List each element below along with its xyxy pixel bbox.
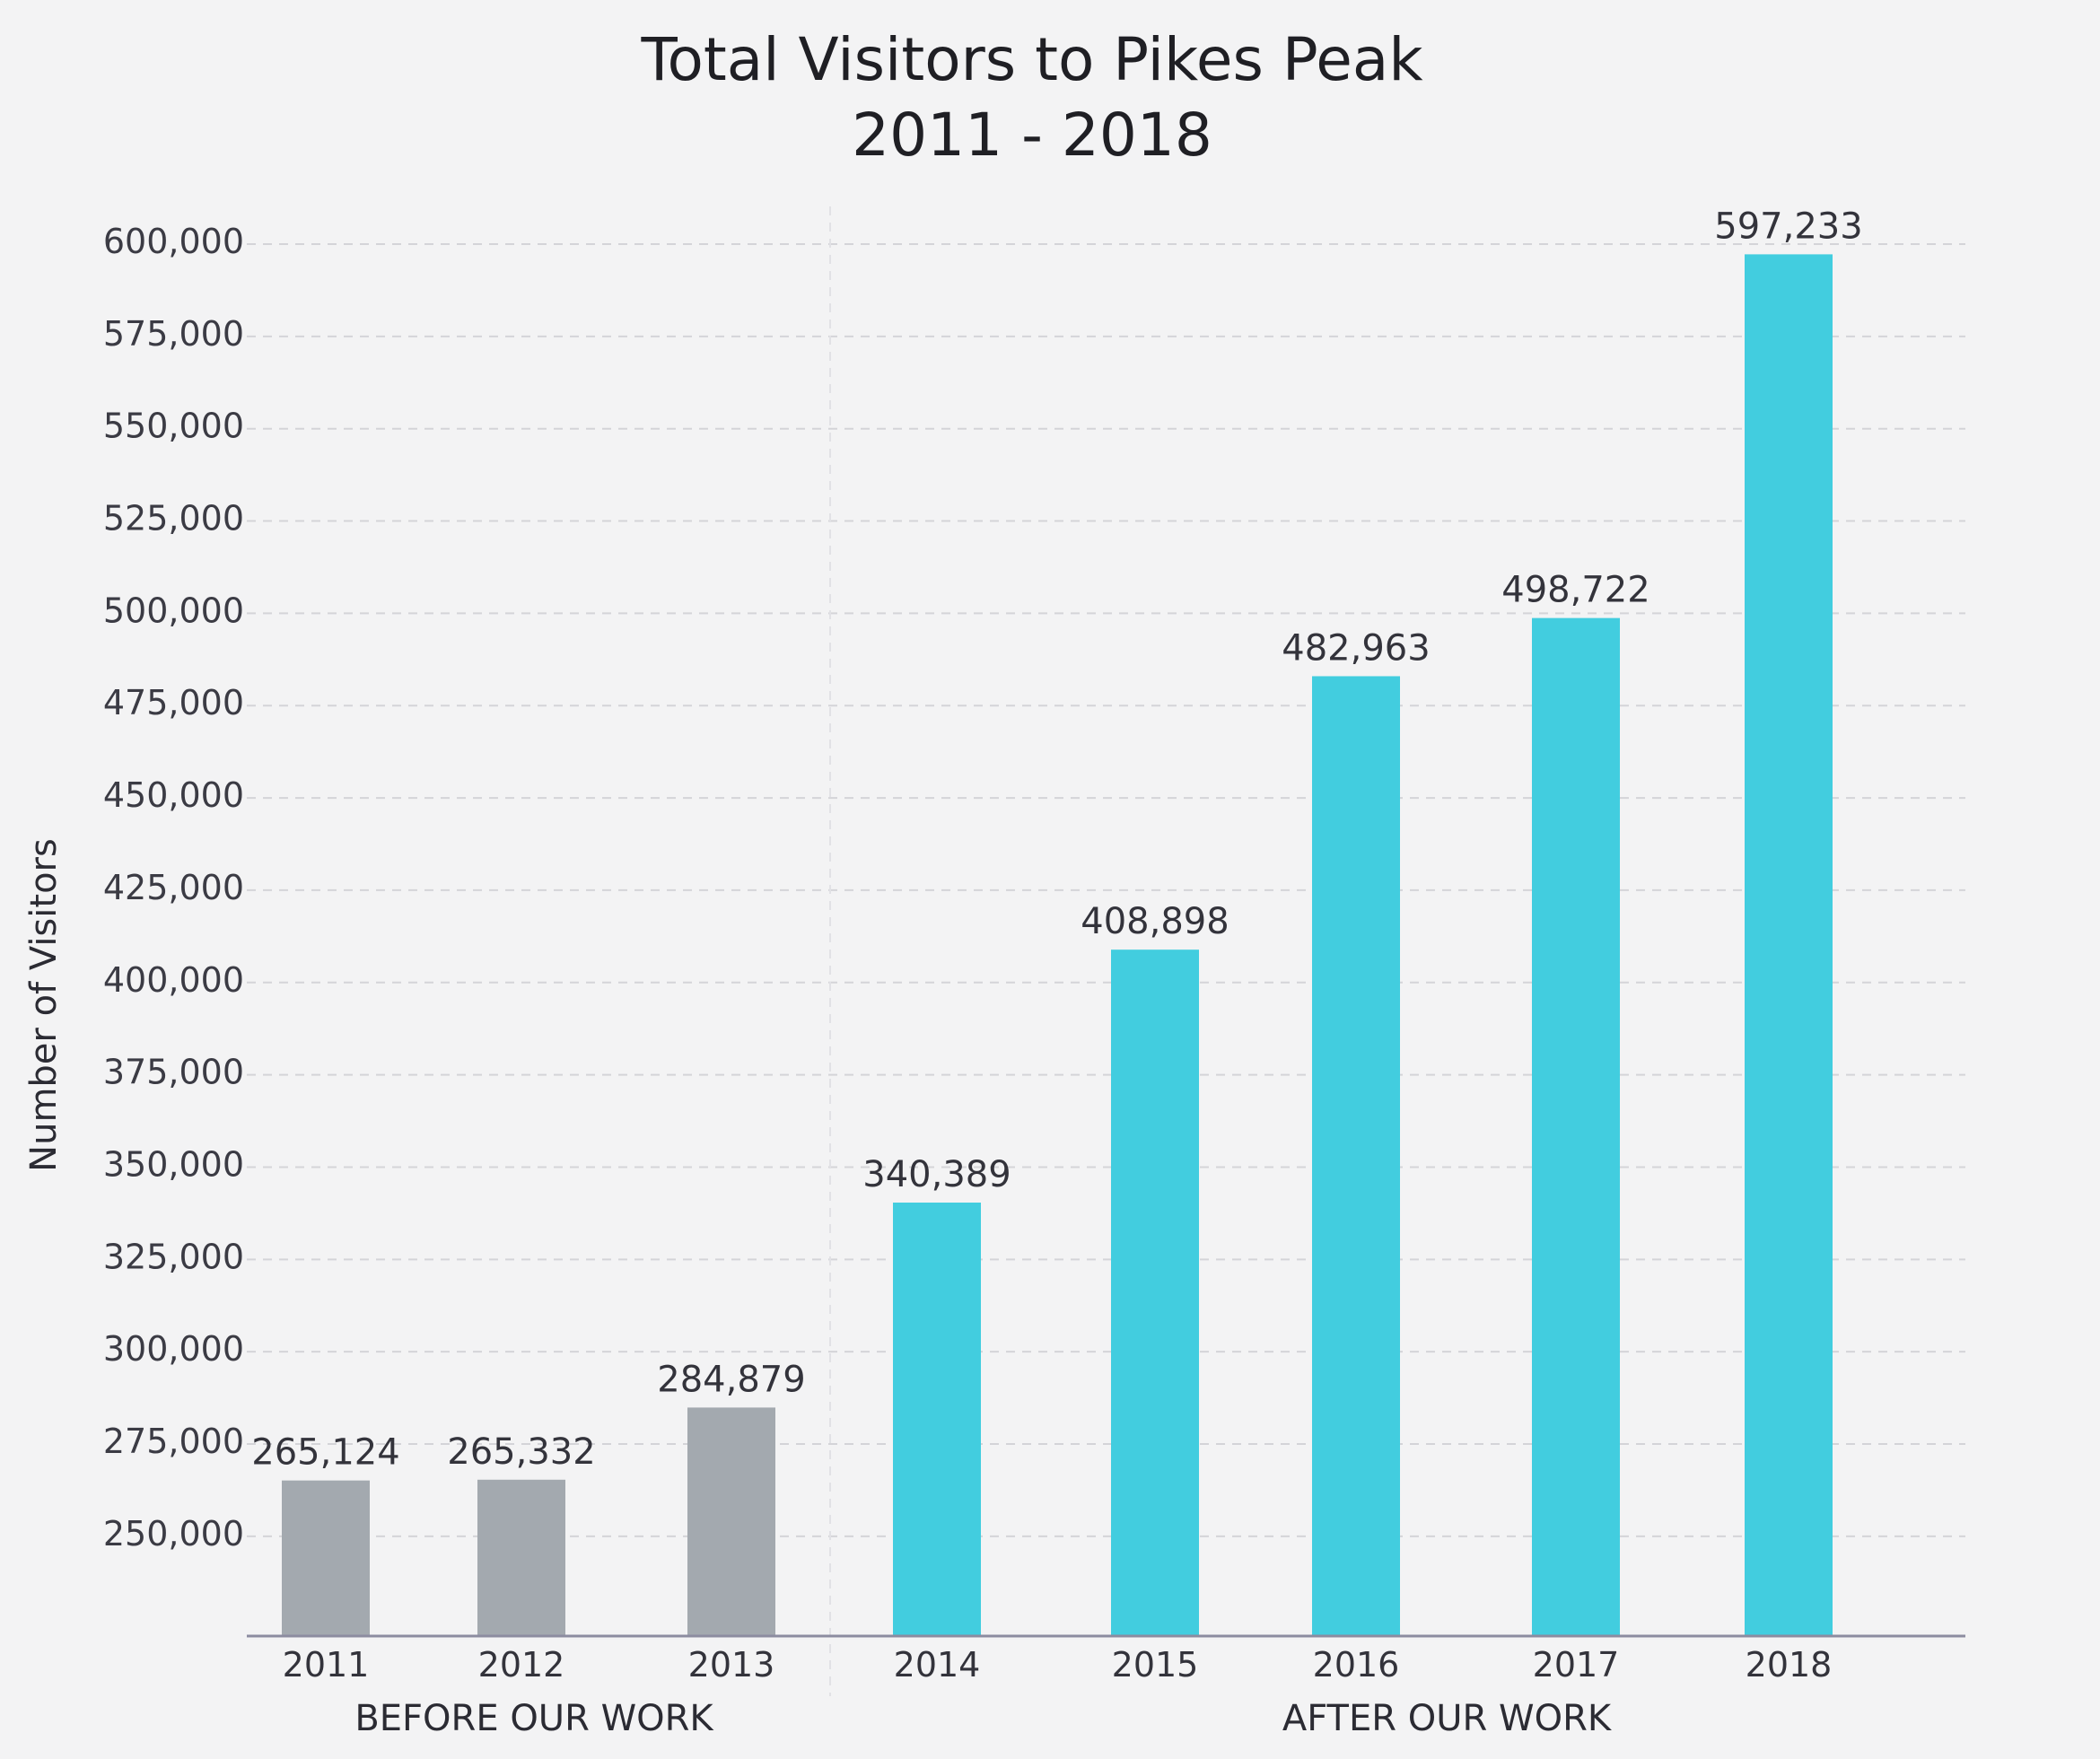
- y-tick-label: 250,000: [103, 1514, 244, 1553]
- bar: [1312, 676, 1400, 1636]
- chart-subtitle: 2011 - 2018: [852, 101, 1212, 170]
- bar: [477, 1479, 565, 1636]
- bar: [893, 1203, 981, 1636]
- x-tick-label: 2015: [1112, 1645, 1199, 1685]
- y-tick-label: 575,000: [103, 314, 244, 354]
- data-label: 597,233: [1714, 206, 1862, 247]
- data-label: 482,963: [1282, 627, 1430, 669]
- bar: [1111, 950, 1199, 1636]
- y-tick-label: 400,000: [103, 960, 244, 1000]
- data-label: 284,879: [657, 1359, 805, 1400]
- data-label: 265,124: [251, 1432, 399, 1474]
- y-tick-label: 425,000: [103, 868, 244, 907]
- y-tick-label: 450,000: [103, 775, 244, 815]
- chart-title: Total Visitors to Pikes Peak: [641, 25, 1423, 94]
- y-tick-label: 500,000: [103, 591, 244, 630]
- y-tick-label: 475,000: [103, 683, 244, 722]
- y-tick-label: 600,000: [103, 222, 244, 261]
- y-tick-label: 325,000: [103, 1237, 244, 1276]
- data-label: 265,332: [447, 1431, 595, 1473]
- y-tick-label: 300,000: [103, 1329, 244, 1369]
- x-tick-label: 2014: [894, 1645, 981, 1685]
- group-label: BEFORE OUR WORK: [354, 1698, 714, 1739]
- x-tick-label: 2013: [688, 1645, 775, 1685]
- bar: [687, 1407, 775, 1636]
- group-label: AFTER OUR WORK: [1282, 1698, 1613, 1739]
- y-tick-label: 275,000: [103, 1422, 244, 1461]
- bar: [1745, 254, 1833, 1636]
- data-label: 340,389: [862, 1154, 1011, 1195]
- bar: [1532, 617, 1620, 1636]
- data-label: 408,898: [1081, 901, 1229, 942]
- y-tick-label: 525,000: [103, 499, 244, 538]
- y-tick-label: 350,000: [103, 1144, 244, 1184]
- y-tick-label: 375,000: [103, 1053, 244, 1092]
- y-axis-label: Number of Visitors: [23, 838, 65, 1172]
- x-tick-label: 2012: [478, 1645, 565, 1685]
- data-label: 498,722: [1501, 570, 1649, 611]
- y-tick-label: 550,000: [103, 407, 244, 446]
- x-tick-label: 2011: [283, 1645, 370, 1685]
- bar: [282, 1480, 370, 1636]
- x-tick-label: 2016: [1313, 1645, 1400, 1685]
- x-tick-label: 2018: [1746, 1645, 1833, 1685]
- x-tick-label: 2017: [1533, 1645, 1620, 1685]
